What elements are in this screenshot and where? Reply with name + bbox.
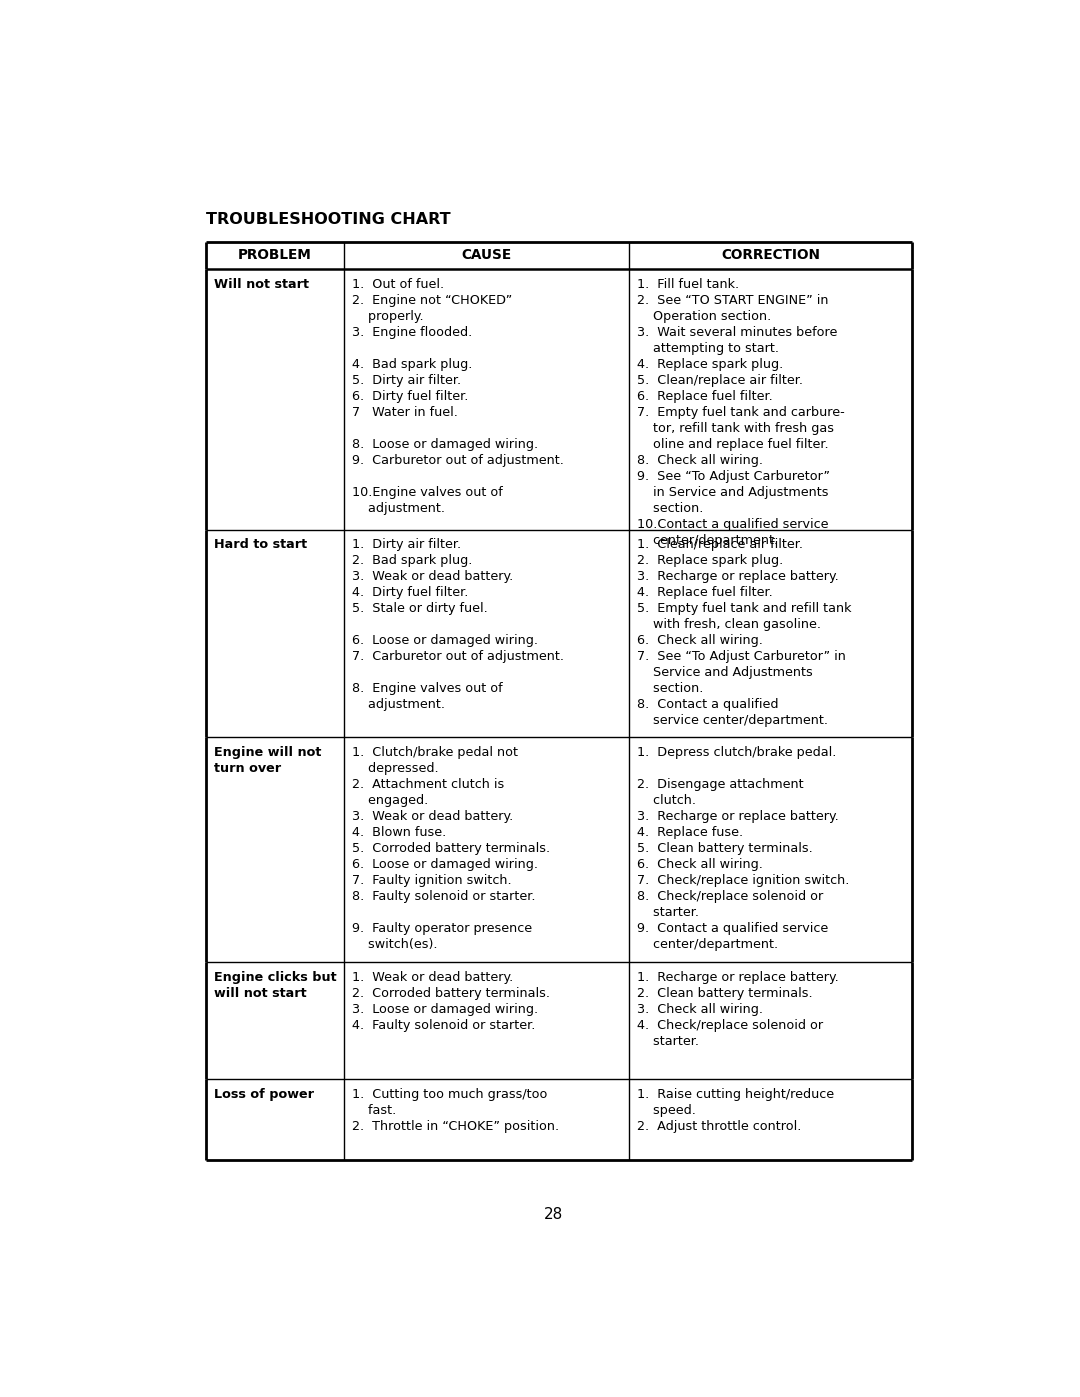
Text: 1.  Recharge or replace battery.
2.  Clean battery terminals.
3.  Check all wiri: 1. Recharge or replace battery. 2. Clean… [637,971,839,1048]
Text: 1.  Depress clutch/brake pedal.

2.  Disengage attachment
    clutch.
3.  Rechar: 1. Depress clutch/brake pedal. 2. Diseng… [637,746,850,951]
Text: PROBLEM: PROBLEM [238,249,312,263]
Text: 1.  Weak or dead battery.
2.  Corroded battery terminals.
3.  Loose or damaged w: 1. Weak or dead battery. 2. Corroded bat… [352,971,550,1032]
Text: 1.  Fill fuel tank.
2.  See “TO START ENGINE” in
    Operation section.
3.  Wait: 1. Fill fuel tank. 2. See “TO START ENGI… [637,278,845,546]
Text: Hard to start: Hard to start [214,538,307,550]
Text: 1.  Dirty air filter.
2.  Bad spark plug.
3.  Weak or dead battery.
4.  Dirty fu: 1. Dirty air filter. 2. Bad spark plug. … [352,538,564,711]
Text: 1.  Clean/replace air filter.
2.  Replace spark plug.
3.  Recharge or replace ba: 1. Clean/replace air filter. 2. Replace … [637,538,852,726]
Text: TROUBLESHOOTING CHART: TROUBLESHOOTING CHART [206,212,451,228]
Text: 1.  Clutch/brake pedal not
    depressed.
2.  Attachment clutch is
    engaged.
: 1. Clutch/brake pedal not depressed. 2. … [352,746,550,951]
Text: CORRECTION: CORRECTION [721,249,820,263]
Text: 1.  Out of fuel.
2.  Engine not “CHOKED”
    properly.
3.  Engine flooded.

4.  : 1. Out of fuel. 2. Engine not “CHOKED” p… [352,278,564,514]
Text: 28: 28 [544,1207,563,1221]
Text: 1.  Cutting too much grass/too
    fast.
2.  Throttle in “CHOKE” position.: 1. Cutting too much grass/too fast. 2. T… [352,1088,558,1133]
Text: Will not start: Will not start [214,278,309,291]
Text: 1.  Raise cutting height/reduce
    speed.
2.  Adjust throttle control.: 1. Raise cutting height/reduce speed. 2.… [637,1088,835,1133]
Text: Engine clicks but
will not start: Engine clicks but will not start [214,971,337,1000]
Text: Engine will not
turn over: Engine will not turn over [214,746,322,775]
Text: CAUSE: CAUSE [461,249,512,263]
Text: Loss of power: Loss of power [214,1088,314,1101]
